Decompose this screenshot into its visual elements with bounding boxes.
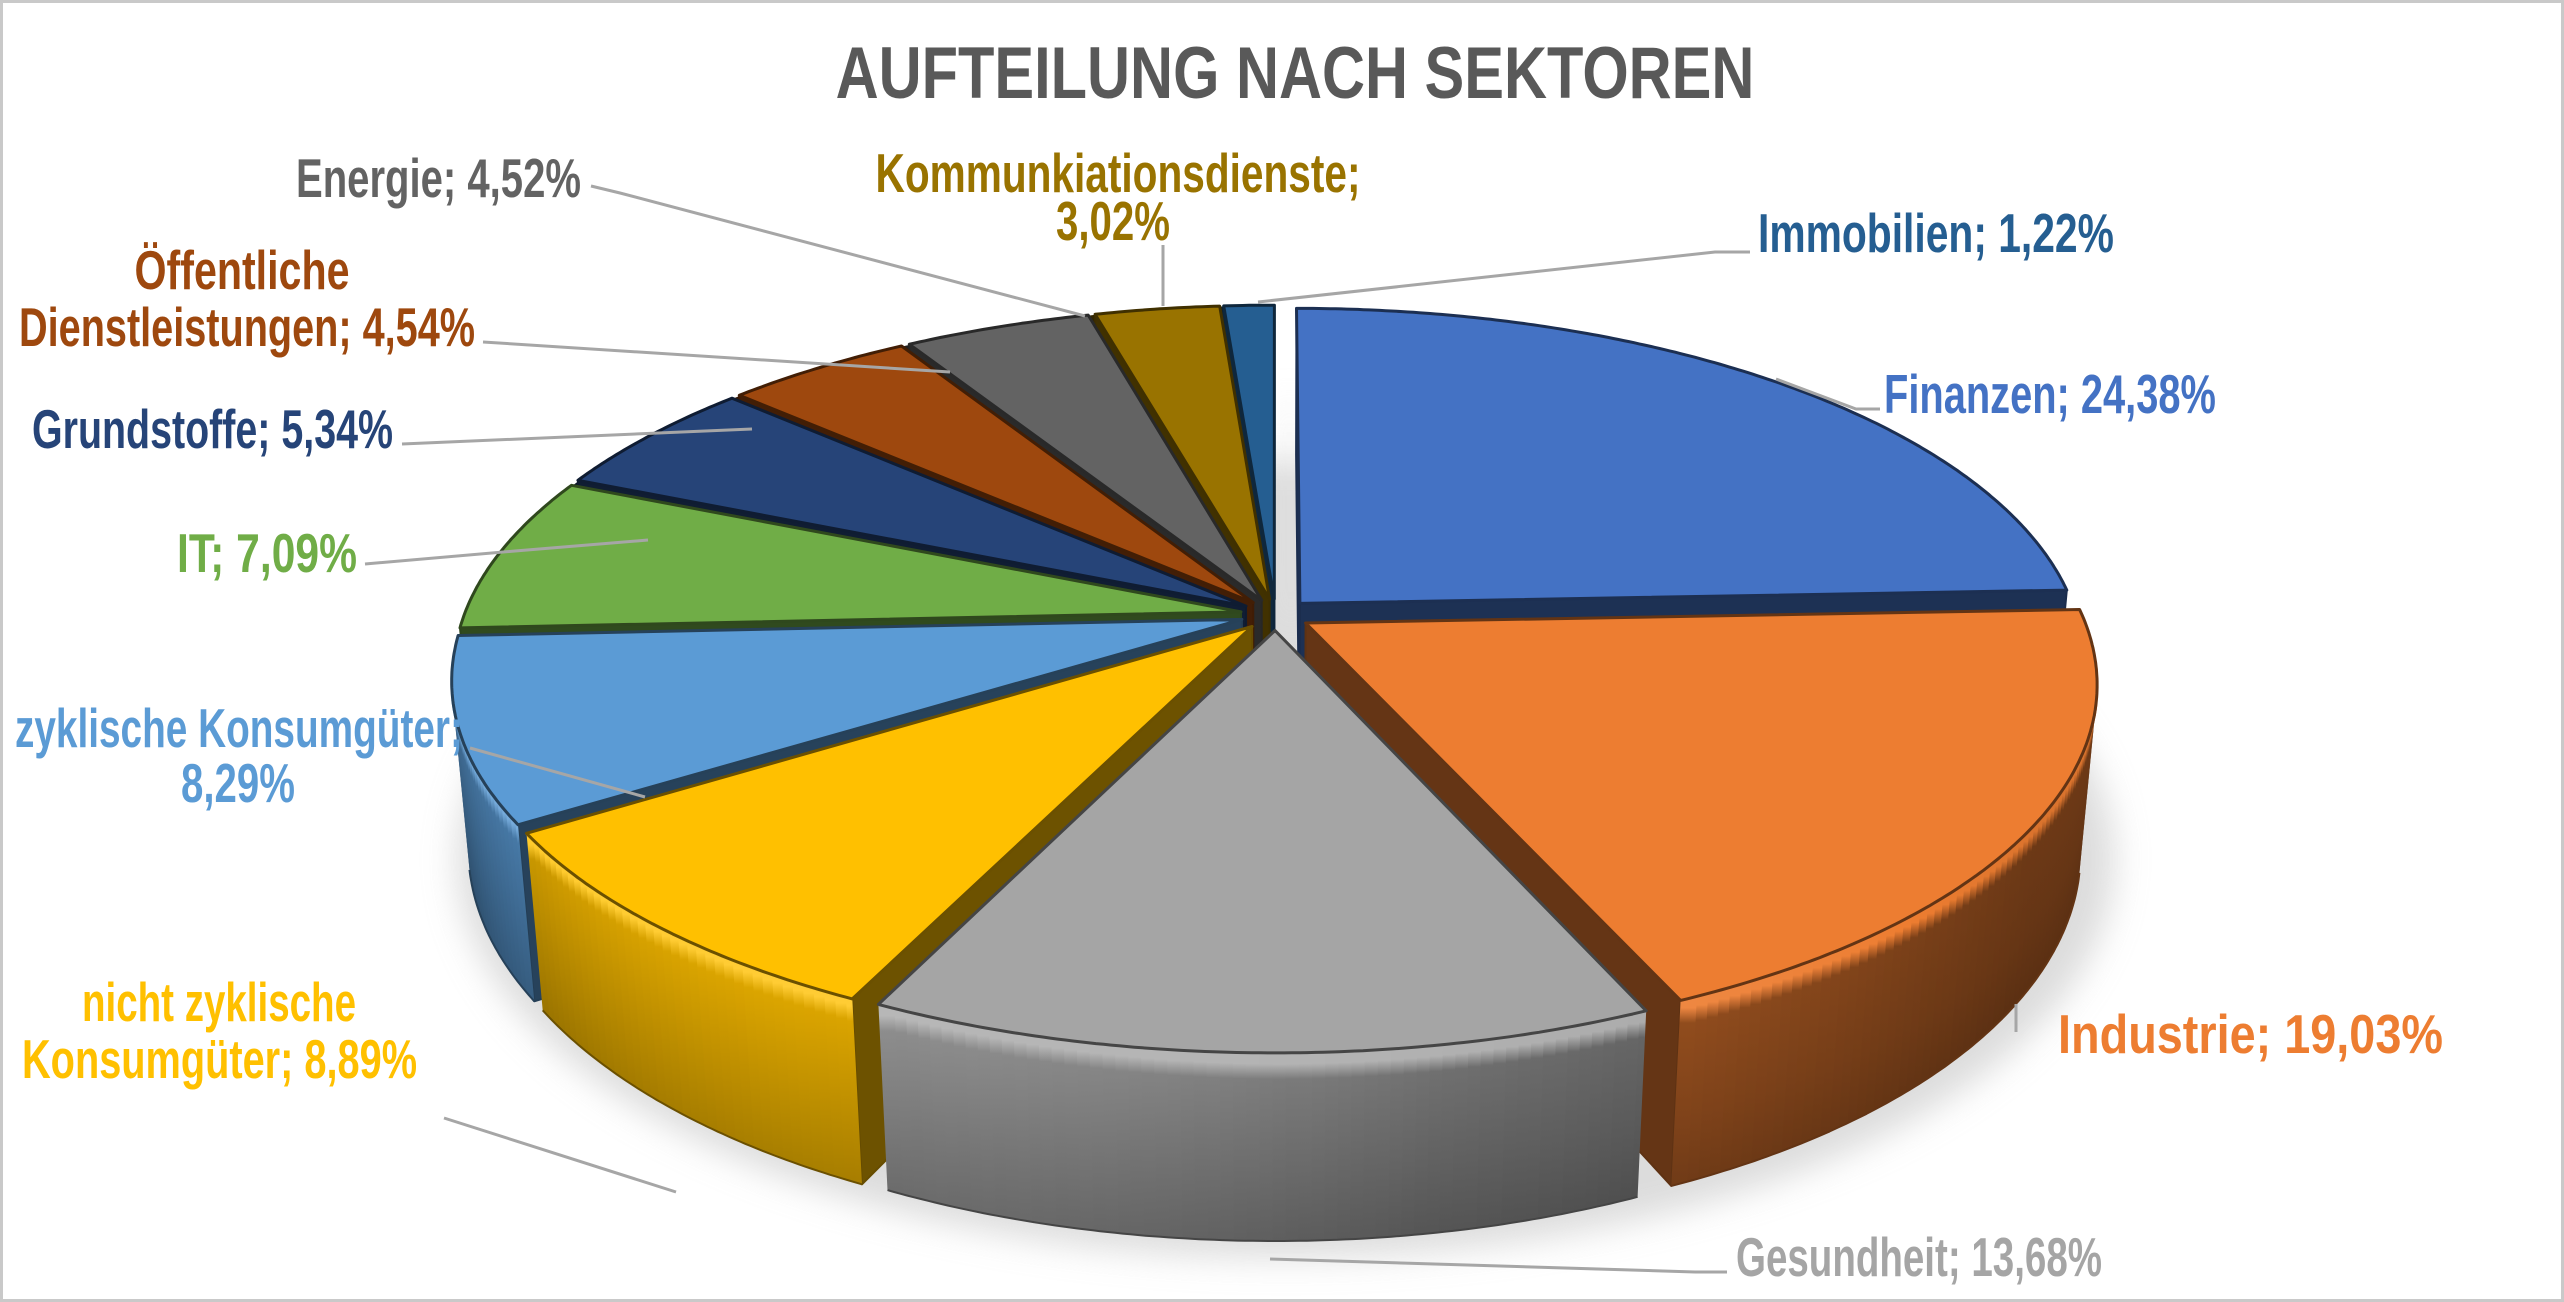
svg-text:Gesundheit; 13,68%: Gesundheit; 13,68% — [1736, 1227, 2102, 1288]
svg-text:3,02%: 3,02% — [1056, 191, 1170, 253]
svg-text:AUFTEILUNG NACH SEKTOREN: AUFTEILUNG NACH SEKTOREN — [836, 33, 1755, 114]
svg-text:Energie; 4,52%: Energie; 4,52% — [296, 148, 581, 210]
svg-text:Kommunkiationsdienste;: Kommunkiationsdienste; — [876, 143, 1361, 204]
svg-text:Grundstoffe; 5,34%: Grundstoffe; 5,34% — [32, 400, 393, 461]
svg-text:Konsumgüter; 8,89%: Konsumgüter; 8,89% — [22, 1030, 417, 1091]
svg-text:Immobilien; 1,22%: Immobilien; 1,22% — [1758, 203, 2114, 264]
svg-text:Dienstleistungen; 4,54%: Dienstleistungen; 4,54% — [19, 298, 475, 359]
svg-text:IT; 7,09%: IT; 7,09% — [177, 523, 357, 584]
svg-text:Industrie; 19,03%: Industrie; 19,03% — [2058, 1003, 2443, 1064]
svg-text:nicht zyklische: nicht zyklische — [82, 972, 356, 1033]
svg-text:Öffentliche: Öffentliche — [135, 240, 350, 301]
svg-text:Finanzen; 24,38%: Finanzen; 24,38% — [1884, 365, 2216, 426]
svg-text:8,29%: 8,29% — [181, 753, 295, 815]
svg-text:zyklische Konsumgüter;: zyklische Konsumgüter; — [15, 698, 463, 759]
